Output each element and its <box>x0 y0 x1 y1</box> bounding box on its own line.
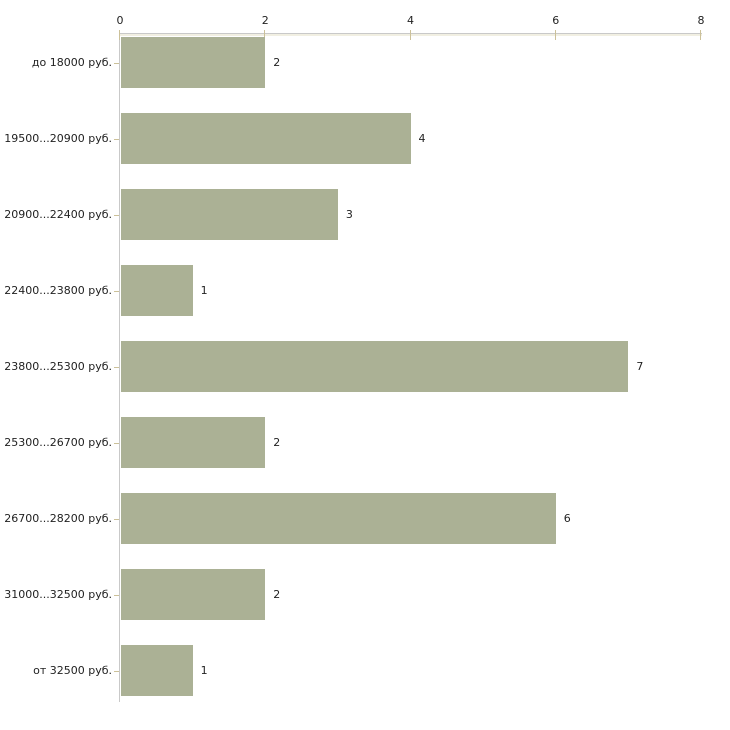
bar <box>121 493 556 544</box>
x-axis-line <box>119 33 702 34</box>
category-label: 22400...23800 руб. <box>4 283 112 297</box>
y-axis-line <box>119 33 120 702</box>
category-tick <box>114 442 119 444</box>
category-label: до 18000 руб. <box>31 55 112 69</box>
category-label: 26700...28200 руб. <box>4 511 112 525</box>
x-tick <box>700 30 701 40</box>
bar <box>121 265 193 316</box>
category-tick <box>114 594 119 596</box>
bar-value-label: 2 <box>273 435 281 449</box>
bar-value-label: 6 <box>563 511 571 525</box>
bar-value-label: 2 <box>273 587 281 601</box>
bar <box>121 113 411 164</box>
x-tick-label: 6 <box>552 14 560 27</box>
category-tick <box>114 518 119 520</box>
category-label: 25300...26700 руб. <box>4 435 112 449</box>
category-label: 20900...22400 руб. <box>4 207 112 221</box>
bar-value-label: 4 <box>418 131 426 145</box>
bar-value-label: 1 <box>200 663 208 677</box>
category-tick <box>114 138 119 140</box>
category-tick <box>114 366 119 368</box>
category-label: 31000...32500 руб. <box>4 587 112 601</box>
bar <box>121 189 338 240</box>
bar-value-label: 3 <box>345 207 353 221</box>
bar-value-label: 2 <box>273 55 281 69</box>
category-tick <box>114 670 119 672</box>
x-tick <box>409 30 411 40</box>
x-tick-label: 4 <box>407 14 414 27</box>
x-axis-shadow <box>119 34 702 36</box>
bar <box>121 341 629 392</box>
category-tick <box>114 290 119 292</box>
x-tick <box>119 30 120 40</box>
x-tick <box>554 30 556 40</box>
category-label: от 32500 руб. <box>33 663 112 677</box>
x-tick-label: 2 <box>261 14 269 27</box>
bar <box>121 37 266 88</box>
bar <box>121 645 193 696</box>
bar <box>121 417 266 468</box>
category-tick <box>114 214 119 216</box>
category-label: 19500...20900 руб. <box>4 131 112 145</box>
x-tick-label: 0 <box>116 14 124 27</box>
bar <box>121 569 266 620</box>
category-label: 23800...25300 руб. <box>4 359 112 373</box>
category-tick <box>114 62 119 64</box>
bar-value-label: 1 <box>200 283 208 297</box>
x-tick-label: 8 <box>697 14 705 27</box>
bar-value-label: 7 <box>636 359 644 373</box>
x-tick <box>264 30 266 40</box>
